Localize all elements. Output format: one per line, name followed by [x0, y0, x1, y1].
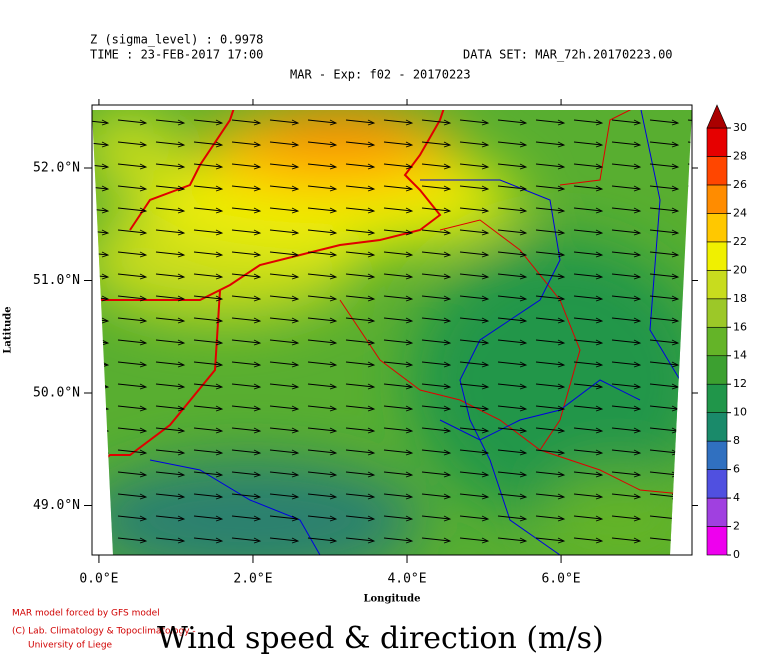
- colorbar-bin: [706, 355, 728, 385]
- colorbar-tick-label: 6: [733, 463, 740, 476]
- university-note: University of Liege: [28, 641, 113, 651]
- x-tick-label: 4.0°E: [387, 572, 426, 587]
- x-axis-label: Longitude: [363, 594, 420, 605]
- colorbar-tick-label: 16: [733, 320, 747, 333]
- colorbar-tick-label: 4: [733, 491, 740, 504]
- y-axis-label: Latitude: [3, 306, 14, 353]
- x-tick-label: 6.0°E: [541, 572, 580, 587]
- level-label: Z (sigma_level) : 0.9978: [90, 33, 263, 47]
- colorbar-bin: [706, 383, 728, 413]
- colorbar-tick-label: 2: [733, 520, 740, 533]
- colorbar-bin: [706, 298, 728, 328]
- colorbar-tick-label: 28: [733, 149, 747, 162]
- colorbar-bin: [706, 526, 728, 556]
- colorbar-bin: [706, 412, 728, 442]
- colorbar-over: [706, 104, 728, 129]
- x-tick-label: 2.0°E: [233, 572, 272, 587]
- colorbar-tick-label: 18: [733, 292, 747, 305]
- colorbar-tick-label: 22: [733, 235, 747, 248]
- colorbar-bin: [706, 497, 728, 527]
- colorbar-bin: [706, 270, 728, 300]
- y-tick-label: 50.0°N: [33, 386, 80, 401]
- colorbar-tick-label: 10: [733, 406, 747, 419]
- y-tick-label: 52.0°N: [33, 161, 80, 176]
- y-tick-label: 51.0°N: [33, 273, 80, 288]
- colorbar-bin: [706, 469, 728, 499]
- colorbar-bin: [706, 127, 728, 157]
- y-tick-label: 49.0°N: [33, 498, 80, 513]
- colorbar-tick-label: 30: [733, 121, 747, 134]
- colorbar-tick-label: 0: [733, 548, 740, 561]
- model-note: MAR model forced by GFS model: [12, 609, 160, 619]
- colorbar-bin: [706, 326, 728, 357]
- colorbar-tick-label: 24: [733, 206, 747, 219]
- x-tick-label: 0.0°E: [79, 572, 118, 587]
- colorbar-tick-label: 8: [733, 434, 740, 447]
- colorbar-bin: [706, 241, 728, 271]
- lab-note: (C) Lab. Climatology & Topoclimatology -: [12, 627, 196, 637]
- dataset-label: DATA SET: MAR_72h.20170223.00: [463, 48, 673, 62]
- colorbar-tick-label: 26: [733, 178, 747, 191]
- wind-field: [92, 110, 692, 555]
- colorbar-tick-label: 12: [733, 377, 747, 390]
- colorbar-bin: [706, 440, 728, 470]
- time-label: TIME : 23-FEB-2017 17:00: [90, 48, 263, 62]
- colorbar-bin: [706, 213, 728, 243]
- caption: Wind speed & direction (m/s): [157, 621, 604, 656]
- colorbar-tick-label: 14: [733, 349, 747, 362]
- colorbar-bin: [706, 184, 728, 214]
- plot-frame: [91, 104, 693, 556]
- colorbar-tick-label: 20: [733, 263, 747, 276]
- plot-title: MAR - Exp: f02 - 20170223: [290, 68, 471, 82]
- colorbar-bin: [706, 156, 728, 186]
